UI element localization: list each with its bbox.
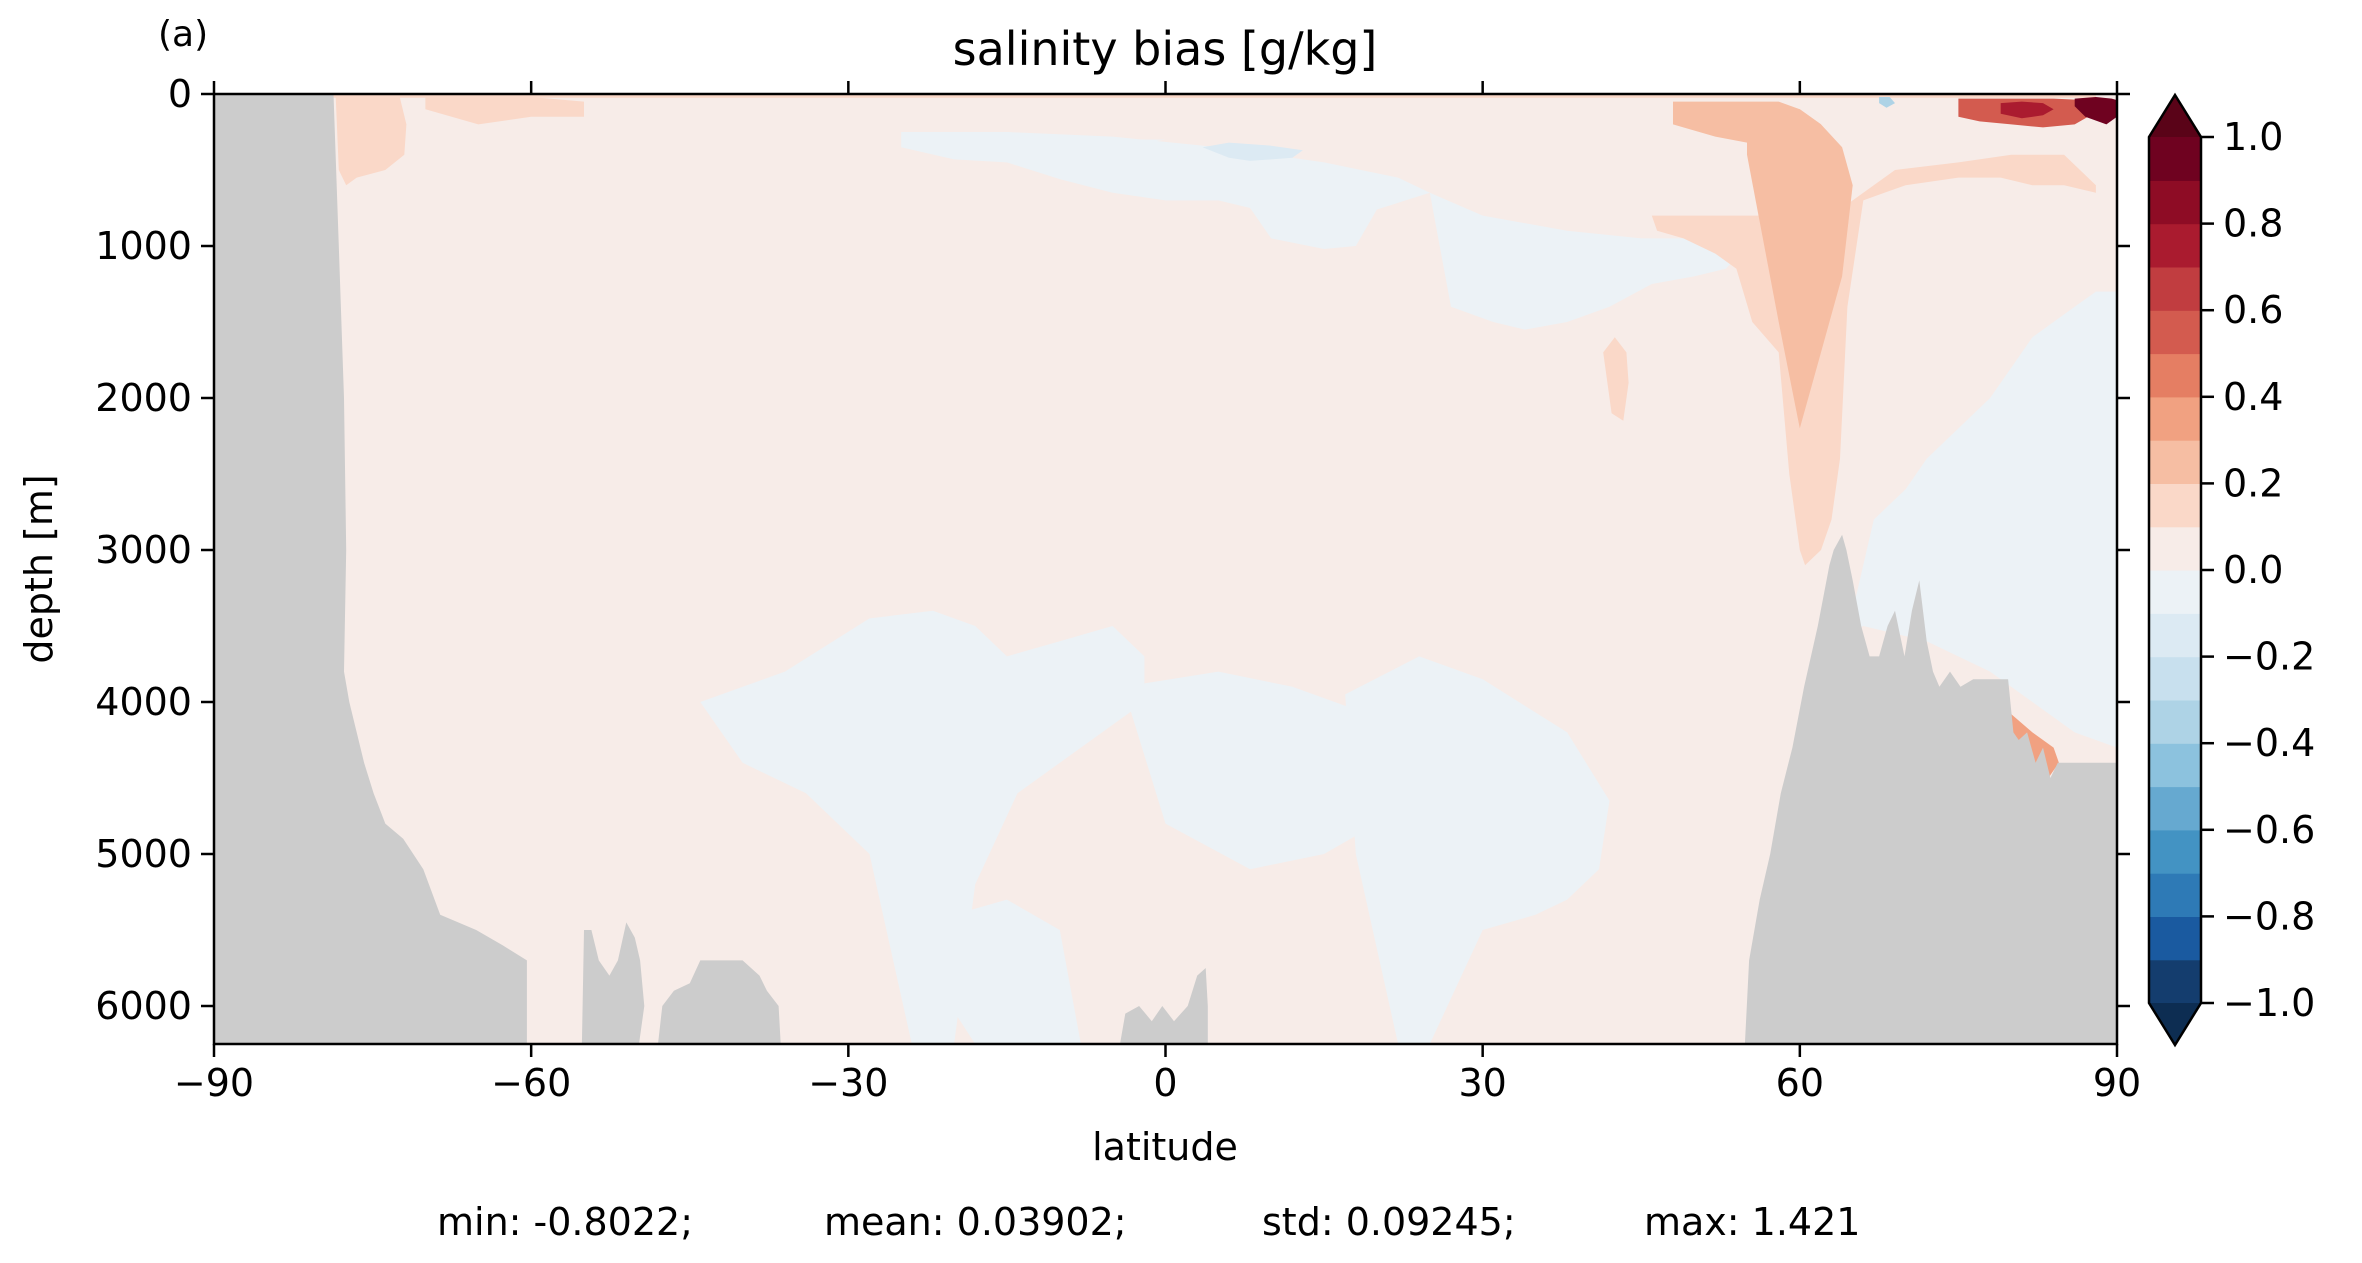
colorbar-band xyxy=(2149,353,2201,398)
colorbar-band xyxy=(2149,786,2201,831)
colorbar-band xyxy=(2149,916,2201,961)
colorbar-tick-label: −1.0 xyxy=(2223,981,2315,1025)
land-mask-22 xyxy=(581,922,645,1044)
colorbar-tick-label: −0.8 xyxy=(2223,894,2315,938)
colorbar-band xyxy=(2149,873,2201,917)
y-tick-label: 6000 xyxy=(95,984,192,1028)
colorbar-tick-label: −0.4 xyxy=(2223,721,2315,765)
bias-region-5 xyxy=(1202,142,1303,161)
y-tick-label: 3000 xyxy=(95,528,192,572)
colorbar-extend-max xyxy=(2149,95,2201,137)
y-tick-label: 1000 xyxy=(95,224,192,268)
colorbar-band xyxy=(2149,743,2201,788)
x-axis-label: latitude xyxy=(1092,1125,1238,1169)
colorbar-band xyxy=(2149,699,2201,744)
bias-region-20 xyxy=(1603,337,1629,421)
bias-region-13 xyxy=(1879,97,1895,108)
colorbar-band xyxy=(2149,396,2201,441)
colorbar-band xyxy=(2149,223,2201,268)
bias-region-17 xyxy=(901,899,1081,1044)
colorbar-extend-min xyxy=(2149,1003,2201,1045)
colorbar-band xyxy=(2149,310,2201,355)
bias-region-11 xyxy=(2000,101,2054,119)
colorbar-band xyxy=(2149,613,2201,658)
colorbar-tick-label: 0.6 xyxy=(2223,288,2283,332)
colorbar-tick-label: −0.2 xyxy=(2223,635,2315,679)
y-axis-ticks: 0 1000 2000 3000 4000 5000 6000 xyxy=(95,72,2130,1028)
colorbar-tick-label: 0.4 xyxy=(2223,375,2283,419)
land-mask-24 xyxy=(1120,968,1208,1044)
colorbar-band xyxy=(2149,266,2201,311)
x-axis-ticks: −90 −60 −30 0 30 60 90 xyxy=(174,81,2141,1105)
colorbar-band xyxy=(2149,180,2201,225)
y-tick-label: 4000 xyxy=(95,680,192,724)
colorbar-band xyxy=(2149,656,2201,701)
bias-region-12 xyxy=(2074,97,2117,125)
land-mask-21 xyxy=(214,94,527,1044)
colorbar-band xyxy=(2149,829,2201,874)
x-tick-label: −60 xyxy=(491,1061,571,1105)
x-tick-label: 0 xyxy=(1153,1061,1177,1105)
colorbar-tick-label: −0.6 xyxy=(2223,808,2315,852)
x-tick-label: 90 xyxy=(2093,1061,2141,1105)
colorbar-tick-label: 0.2 xyxy=(2223,461,2283,505)
bias-region-16 xyxy=(1345,656,1610,1044)
land-mask-25 xyxy=(1744,534,2117,1044)
plot-area xyxy=(214,94,2117,1044)
bias-region-9 xyxy=(1747,109,1853,429)
bias-region-14 xyxy=(1123,671,1399,870)
y-tick-label: 2000 xyxy=(95,376,192,420)
chart-title: salinity bias [g/kg] xyxy=(953,22,1378,76)
colorbar-band xyxy=(2149,570,2201,614)
colorbar-band xyxy=(2149,137,2201,181)
bias-region-15 xyxy=(700,610,1145,1044)
x-tick-label: 30 xyxy=(1458,1061,1506,1105)
bias-anomaly-layer xyxy=(214,94,2117,1044)
colorbar-band xyxy=(2149,483,2201,528)
bias-region-18 xyxy=(1831,291,2117,748)
y-tick-label: 5000 xyxy=(95,832,192,876)
colorbar-tick-label: 1.0 xyxy=(2223,115,2283,159)
bias-region-7 xyxy=(1651,154,2096,566)
colorbar: −1.0 −0.8 −0.6 −0.4 −0.2 0.0 0.2 0.4 0.6 0.8 1.0 xyxy=(2147,92,2315,1048)
land-mask-23 xyxy=(658,960,781,1044)
y-axis-label: depth [m] xyxy=(17,474,61,663)
stat-max: max: 1.421 xyxy=(1644,1200,1861,1244)
x-tick-label: −90 xyxy=(174,1061,254,1105)
stat-min: min: -0.8022; xyxy=(437,1200,694,1244)
x-tick-label: −30 xyxy=(808,1061,888,1105)
colorbar-band xyxy=(2149,440,2201,484)
x-tick-label: 60 xyxy=(1776,1061,1824,1105)
bias-region-6 xyxy=(1429,192,1747,330)
bias-region-0 xyxy=(335,94,407,186)
bias-region-4 xyxy=(901,132,1430,249)
colorbar-tick-label: 0.8 xyxy=(2223,202,2283,246)
colorbar-band xyxy=(2149,526,2201,571)
bias-region-1 xyxy=(425,97,584,125)
colorbar-tick-label: 0.0 xyxy=(2223,548,2283,592)
y-tick-label: 0 xyxy=(168,72,192,116)
panel-label: (a) xyxy=(158,14,208,55)
colorbar-band xyxy=(2149,959,2201,1004)
stat-mean: mean: 0.03902; xyxy=(824,1200,1127,1244)
stat-std: std: 0.09245; xyxy=(1262,1200,1516,1244)
